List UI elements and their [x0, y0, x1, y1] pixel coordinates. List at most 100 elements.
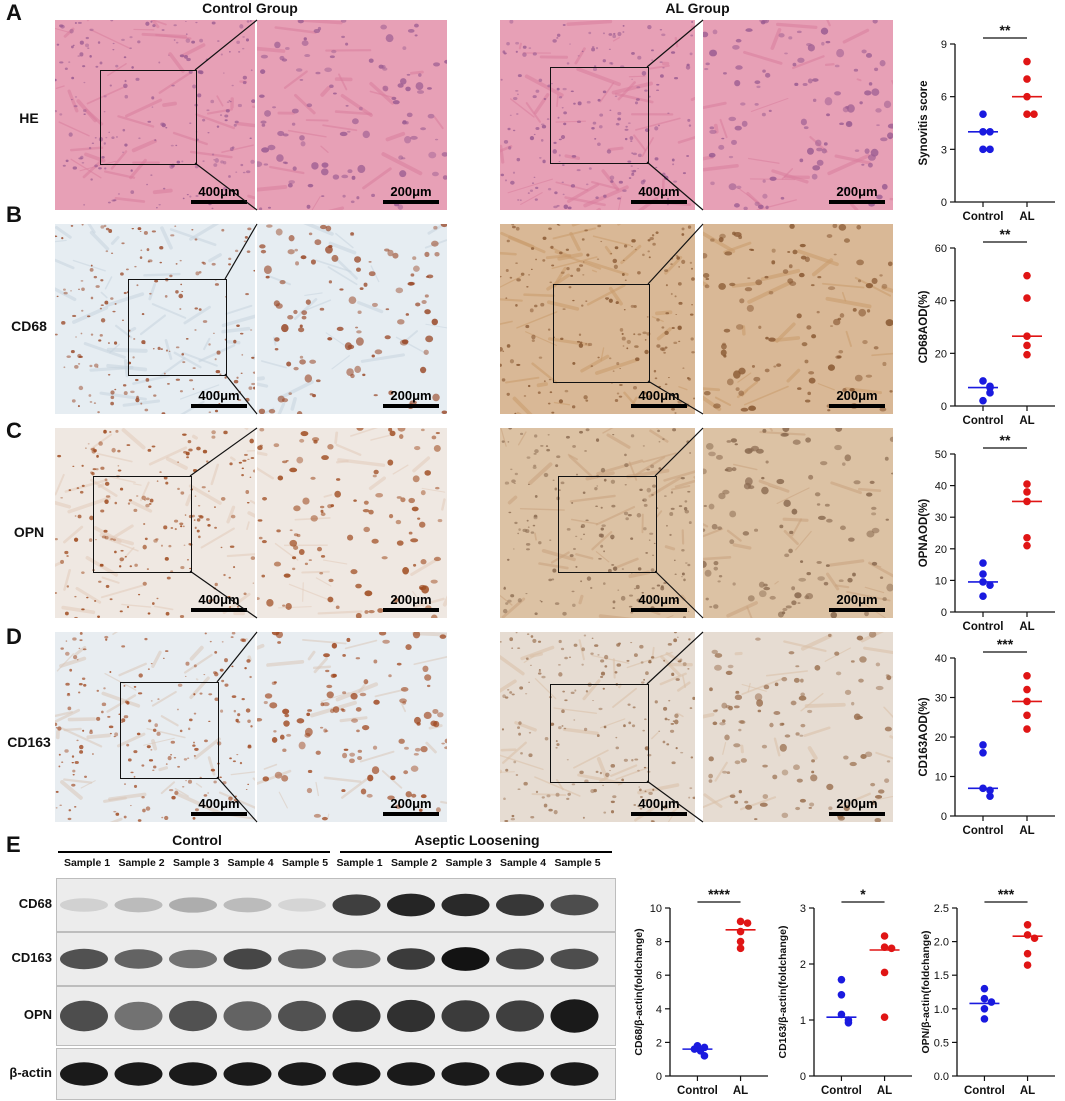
data-point: [980, 984, 989, 993]
significance-label: **: [1000, 228, 1011, 242]
blot-band: [169, 1062, 217, 1086]
y-tick-label: 20: [935, 544, 947, 556]
blot-band: [441, 1062, 490, 1086]
data-point: [1023, 541, 1031, 550]
panel-letter-e: E: [6, 832, 21, 857]
y-axis-label: OPN/β-actin(foldchange): [920, 930, 932, 1053]
blot-band: [332, 1000, 381, 1032]
data-point: [1023, 725, 1031, 733]
micrograph-cd68-al-overview: 400μm: [500, 224, 695, 414]
scale-bar-label: 200μm: [390, 388, 432, 403]
y-tick-label: 0: [941, 811, 947, 823]
cd68-aod-plot: 0 20 40 60 Control AL CD68AOD(%) **: [918, 228, 1055, 427]
data-point: [986, 389, 994, 397]
panel-letter-d: D: [6, 624, 22, 649]
blot-sample-label: Sample 3: [445, 857, 492, 869]
blot-sample-label: Sample 4: [227, 857, 274, 869]
scale-bar: 200μm: [379, 388, 443, 408]
y-tick-label: 9: [941, 39, 947, 51]
blot-band: [278, 949, 326, 969]
row-label-he: HE: [19, 110, 39, 126]
scale-bar-line: [631, 812, 687, 816]
scale-bar-line: [829, 812, 885, 816]
y-axis-label: CD68AOD(%): [918, 290, 930, 363]
micrograph-opn-al-zoom: 200μm: [703, 428, 893, 618]
synovitis-score-plot: 0 3 6 9 Control AL Synovitis score **: [918, 24, 1055, 223]
x-tick-label: Control: [963, 211, 1004, 223]
x-tick-label: AL: [1019, 211, 1034, 223]
scale-bar-line: [383, 812, 439, 816]
y-axis-label: CD68/β-actin(foldchange): [633, 928, 645, 1055]
data-point: [880, 968, 889, 977]
scale-bar: 400μm: [187, 184, 251, 204]
micrograph-cd68-al-zoom: 200μm: [703, 224, 893, 414]
cd163-aod-plot: 0 10 20 30 40 Control AL CD163AOD(%) ***: [918, 638, 1055, 837]
data-point: [736, 944, 745, 953]
scale-bar-label: 200μm: [390, 184, 432, 199]
scale-bar-line: [383, 404, 439, 408]
blot-band: [496, 948, 544, 970]
x-tick-label: AL: [1019, 825, 1034, 837]
control-group-title: Control Group: [202, 0, 298, 16]
panel-letter-c: C: [6, 418, 22, 443]
data-point: [1023, 57, 1031, 66]
data-point: [880, 943, 889, 951]
blot-band: [223, 1062, 272, 1086]
micrograph-opn-ctrl-zoom: 200μm: [257, 428, 447, 618]
scale-bar-label: 200μm: [836, 184, 878, 199]
row-label-cd68: CD68: [11, 318, 47, 334]
blot-band: [223, 1001, 272, 1031]
data-point: [1023, 480, 1031, 488]
data-point: [979, 749, 987, 757]
blot-band: [441, 1000, 490, 1032]
micrograph-cd163-ctrl-overview: 400μm: [55, 632, 255, 822]
x-tick-label: Control: [963, 415, 1004, 427]
data-point: [844, 1019, 853, 1027]
data-point: [1023, 533, 1031, 542]
blot-strip-cd68: [56, 878, 616, 932]
data-point: [1030, 110, 1038, 119]
data-point: [980, 1005, 989, 1013]
micrograph-cd163-al-overview: 400μm: [500, 632, 695, 822]
data-point: [1023, 271, 1031, 280]
blot-protein-label: CD68: [18, 896, 52, 911]
blot-band: [114, 1062, 163, 1086]
scale-bar-label: 400μm: [638, 592, 680, 607]
data-point: [979, 592, 987, 600]
blot-band: [387, 1062, 435, 1086]
x-tick-label: Control: [821, 1085, 862, 1097]
blot-protein-label: OPN: [23, 1007, 52, 1022]
y-tick-label: 50: [935, 449, 947, 461]
data-point: [1023, 341, 1031, 350]
blot-band: [387, 893, 435, 917]
blot-band: [496, 894, 544, 916]
significance-label: **: [1000, 24, 1011, 38]
micrograph-opn-al-overview: 400μm: [500, 428, 695, 618]
scale-bar-line: [631, 200, 687, 204]
scale-bar: 200μm: [825, 388, 889, 408]
blot-band: [550, 999, 599, 1033]
data-point: [979, 741, 987, 749]
y-tick-label: 0: [941, 197, 947, 209]
blot-band: [278, 1062, 326, 1086]
blot-sample-label: Sample 3: [172, 857, 220, 869]
blot-group-control: Control: [172, 832, 222, 848]
micrograph-he-al-overview: 400μm: [500, 20, 695, 210]
y-axis-label: CD163/β-actin(foldchange): [777, 925, 789, 1058]
y-tick-label: 30: [935, 693, 947, 705]
row-label-cd163: CD163: [7, 734, 51, 750]
data-point: [743, 919, 752, 927]
data-point: [700, 1052, 709, 1060]
micrograph-cd68-ctrl-overview: 400μm: [55, 224, 255, 414]
blot-protein-label: CD163: [11, 950, 52, 965]
blot-band: [60, 898, 108, 912]
blot-band: [169, 949, 217, 969]
blot-band: [60, 1062, 108, 1086]
blot-sample-label: Sample 1: [336, 857, 383, 869]
zoom-region-box: [558, 476, 657, 573]
blot-band: [550, 1062, 599, 1086]
scale-bar-line: [383, 200, 439, 204]
zoom-region-box: [128, 279, 227, 376]
data-point: [880, 932, 889, 940]
x-tick-label: AL: [1019, 621, 1034, 633]
